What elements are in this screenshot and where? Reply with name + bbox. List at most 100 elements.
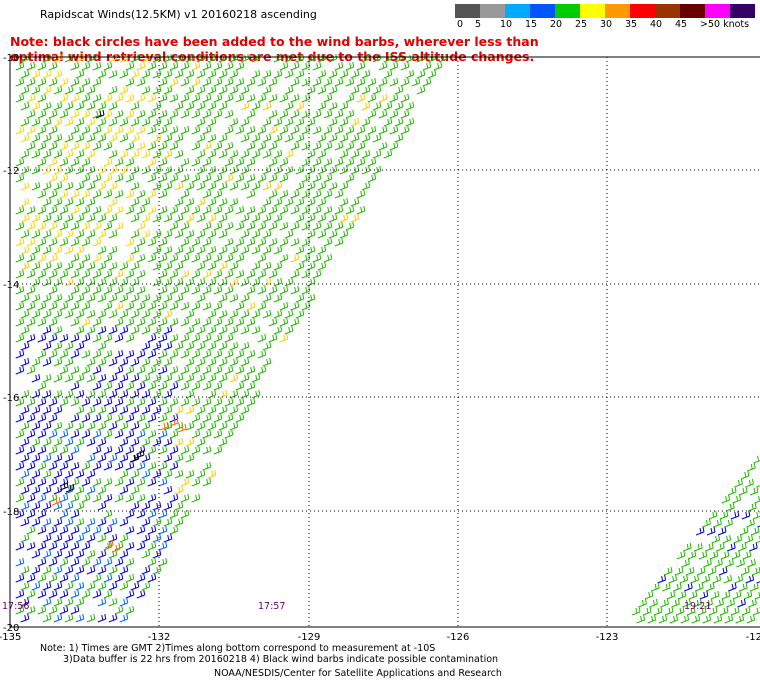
wind-barb: [108, 325, 118, 335]
wind-barb: [754, 495, 760, 504]
wind-barb: [730, 510, 740, 520]
wind-barb: [108, 373, 118, 383]
wind-barb: [119, 405, 129, 415]
colorbar-label: 0: [457, 19, 464, 30]
wind-barb: [70, 381, 80, 391]
wind-barb: [196, 213, 206, 223]
wind-barb: [284, 149, 294, 159]
wind-barb: [81, 205, 91, 215]
wind-barb: [702, 614, 712, 624]
wind-barb: [240, 181, 250, 191]
wind-barb: [97, 341, 107, 351]
wind-barb: [163, 245, 173, 255]
wind-barb: [130, 357, 140, 367]
wind-barb: [37, 333, 47, 343]
wind-barb: [86, 405, 96, 415]
wind-barb: [229, 149, 239, 159]
wind-barb: [141, 117, 151, 127]
wind-barb: [81, 349, 91, 359]
wind-barb: [750, 582, 759, 592]
wind-barb: [42, 517, 52, 527]
wind-barb: [152, 533, 162, 543]
wind-barb: [427, 53, 437, 63]
wind-barb: [103, 333, 113, 343]
wind-barb: [196, 405, 206, 415]
wind-barb: [218, 373, 228, 383]
wind-barb: [704, 598, 713, 608]
wind-barb: [81, 125, 91, 135]
wind-barb: [202, 93, 212, 103]
wind-barb: [339, 101, 349, 111]
wind-barb: [207, 469, 217, 479]
wind-barb: [378, 141, 388, 151]
wind-barb: [240, 213, 250, 223]
wind-barb: [433, 61, 443, 71]
wind-barb: [48, 253, 58, 263]
wind-barb: [20, 325, 30, 335]
wind-barb: [163, 357, 173, 367]
wind-barb: [70, 365, 80, 375]
wind-barb: [125, 573, 135, 583]
wind-barb: [687, 550, 697, 560]
wind-barb: [108, 309, 118, 319]
wind-barb: [119, 149, 129, 159]
wind-barb: [136, 253, 146, 263]
wind-barb: [317, 229, 327, 239]
wind-barb: [108, 149, 118, 159]
wind-barb: [405, 117, 415, 127]
wind-barb: [224, 141, 234, 151]
wind-barb: [86, 373, 96, 383]
wind-barb: [26, 541, 36, 551]
wind-barb: [251, 181, 261, 191]
wind-barb: [207, 69, 217, 79]
colorbar-swatch: [680, 4, 705, 18]
wind-barb: [174, 501, 184, 511]
wind-barb: [279, 125, 289, 135]
wind-barb: [411, 77, 421, 87]
wind-barb: [257, 173, 267, 183]
wind-barb: [334, 125, 344, 135]
wind-barb: [114, 125, 124, 135]
wind-barb: [48, 541, 58, 551]
wind-barb: [147, 125, 157, 135]
wind-barb: [86, 533, 96, 543]
wind-barb: [37, 93, 47, 103]
wind-barb: [136, 317, 146, 327]
wind-barb: [86, 325, 96, 335]
wind-barb: [86, 133, 96, 143]
wind-barb: [438, 53, 448, 63]
wind-barb: [147, 525, 157, 535]
wind-barb: [37, 461, 47, 471]
wind-barb: [97, 229, 107, 239]
wind-barb: [136, 269, 146, 279]
wind-barb: [20, 229, 30, 239]
wind-barb: [163, 165, 173, 175]
wind-barb: [70, 157, 80, 167]
wind-barb: [185, 405, 195, 415]
wind-barb: [42, 117, 52, 127]
wind-barb: [26, 525, 36, 535]
wind-barb: [290, 125, 300, 135]
wind-barb: [268, 141, 278, 151]
wind-barb: [70, 509, 80, 519]
wind-barb: [136, 573, 146, 583]
wind-barb: [81, 493, 91, 503]
wind-barb: [42, 197, 52, 207]
colorbar-label: 35: [625, 19, 638, 30]
wind-barb: [59, 173, 69, 183]
wind-barb: [750, 526, 760, 536]
wind-barb: [246, 157, 256, 167]
wind-barb: [372, 149, 382, 159]
wind-barb: [75, 389, 85, 399]
wind-barb: [725, 558, 734, 568]
wind-barb: [356, 157, 366, 167]
wind-barb: [229, 53, 239, 63]
wind-barb: [196, 325, 206, 335]
wind-barb: [81, 61, 91, 71]
wind-barb: [103, 525, 113, 535]
wind-barb: [125, 349, 135, 359]
wind-barb: [114, 445, 124, 455]
wind-barb: [97, 453, 107, 463]
wind-barb: [15, 157, 25, 167]
wind-barb: [284, 69, 294, 79]
